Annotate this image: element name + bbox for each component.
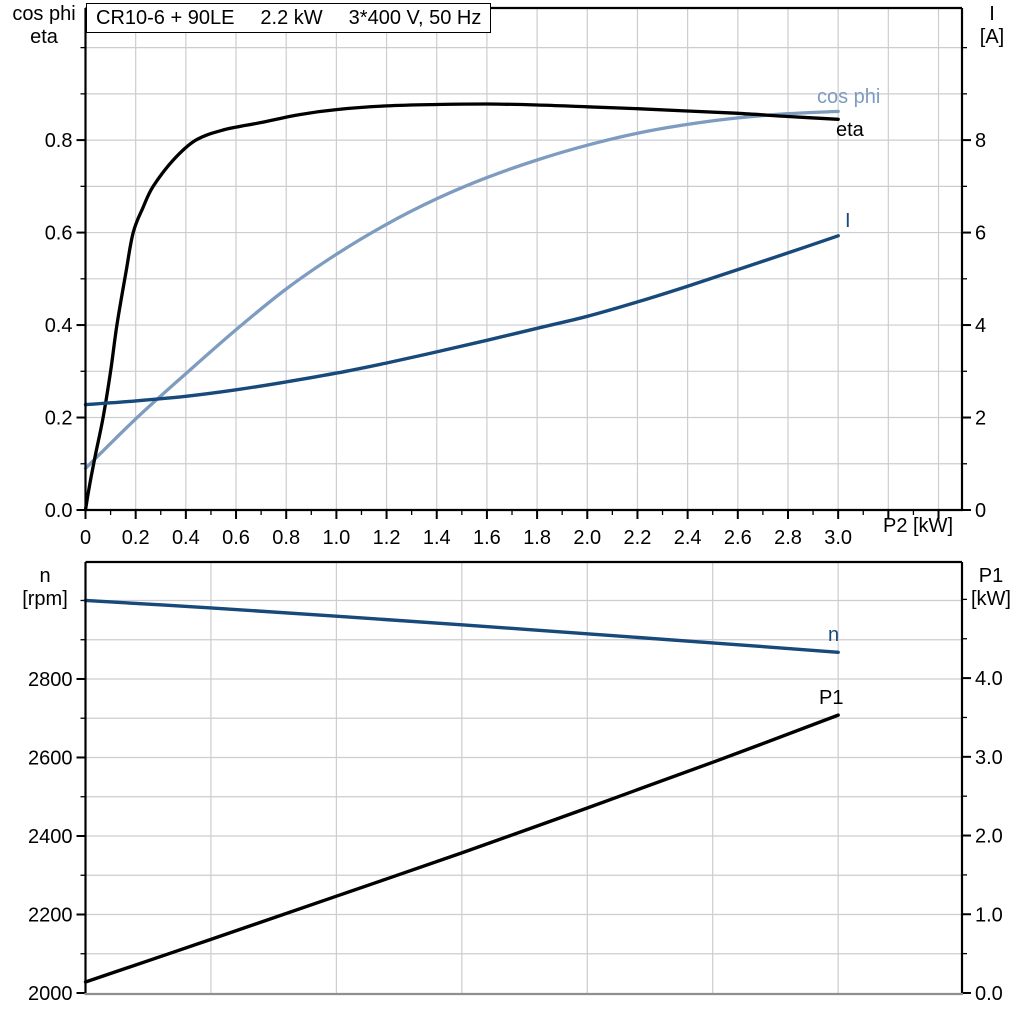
svg-text:3.0: 3.0 (975, 747, 1003, 769)
I-curve (83, 234, 840, 407)
gridlines (85, 8, 962, 510)
axis-label-current: I [A] (962, 3, 1022, 49)
chart-title-box: CR10-6 + 90LE 2.2 kW 3*400 V, 50 Hz (86, 3, 492, 33)
title-model: CR10-6 + 90LE (96, 6, 235, 29)
svg-text:2800: 2800 (28, 669, 73, 691)
axis-label-p2: P2 [kW] (882, 515, 953, 537)
yleft2-label-line2: [rpm] (22, 588, 68, 610)
svg-text:2: 2 (975, 408, 986, 430)
svg-text:1.4: 1.4 (423, 527, 451, 549)
svg-text:2.0: 2.0 (975, 826, 1003, 848)
svg-text:0.2: 0.2 (45, 408, 73, 430)
curve-label-cosphi: cos phi (817, 86, 881, 108)
svg-text:0: 0 (975, 500, 986, 522)
panel-2: 2000 2200 2400 2600 2800 0.0 1.0 2.0 3.0 4.0 (28, 560, 1003, 1005)
svg-text:0.8: 0.8 (272, 527, 300, 549)
title-power: 2.2 kW (260, 6, 323, 29)
plot-frame (84, 6, 964, 512)
y_right-ticks: 0.0 1.0 2.0 3.0 4.0 (962, 598, 1003, 1005)
svg-text:0.2: 0.2 (122, 527, 150, 549)
curve-label-current: I (845, 210, 851, 232)
eta-curve (83, 102, 840, 512)
cos-phi-curve (83, 109, 840, 471)
svg-text:1.6: 1.6 (473, 527, 501, 549)
panel-1: 0.0 0.2 0.4 0.6 0.8 0 2 4 6 8 0 0.2 0.4 0.6 0.8 1.0 1.2 1… (45, 6, 986, 549)
svg-text:2.4: 2.4 (674, 527, 702, 549)
svg-text:0: 0 (80, 527, 91, 549)
svg-text:4.0: 4.0 (975, 668, 1003, 690)
P1-curve (83, 713, 840, 984)
y_right-ticks: 0 2 4 6 8 (962, 46, 986, 522)
svg-text:0.6: 0.6 (45, 223, 73, 245)
svg-text:6: 6 (975, 223, 986, 245)
svg-text:0.6: 0.6 (222, 527, 250, 549)
svg-text:2400: 2400 (28, 826, 73, 848)
svg-text:1.8: 1.8 (523, 527, 551, 549)
yleft-label-line2: eta (30, 26, 58, 48)
gridlines (85, 562, 962, 994)
x-ticks: 0 0.2 0.4 0.6 0.8 1.0 1.2 1.4 1.6 1.8 2.0 2.2 2.4 2.6… (80, 510, 940, 549)
yright-label-line1: I (989, 3, 995, 25)
svg-text:0.0: 0.0 (45, 500, 73, 522)
title-voltage: 3*400 V, 50 Hz (348, 6, 482, 29)
n-curve (83, 598, 840, 654)
yleft2-label-line1: n (39, 565, 51, 587)
svg-text:2600: 2600 (28, 747, 73, 769)
yleft-label-line1: cos phi (12, 3, 76, 25)
curve-label-p1: P1 (819, 687, 844, 709)
axis-label-cosphi-eta: cos phi eta (0, 3, 88, 49)
svg-text:2200: 2200 (28, 904, 73, 926)
svg-text:0.4: 0.4 (172, 527, 200, 549)
svg-text:2.0: 2.0 (573, 527, 601, 549)
svg-text:1.0: 1.0 (322, 527, 350, 549)
svg-text:4: 4 (975, 315, 986, 337)
svg-text:2.8: 2.8 (774, 527, 802, 549)
svg-text:0.8: 0.8 (45, 130, 73, 152)
yright-label-line2: [A] (979, 26, 1005, 48)
svg-text:2000: 2000 (28, 983, 73, 1005)
y_left-ticks: 2000 2200 2400 2600 2800 (28, 599, 86, 1005)
svg-text:0.0: 0.0 (975, 983, 1003, 1005)
yright2-label-line1: P1 (978, 565, 1004, 587)
y_left-ticks: 0.0 0.2 0.4 0.6 0.8 (45, 46, 86, 522)
svg-text:1.2: 1.2 (373, 527, 401, 549)
yright2-label-line2: [kW] (971, 588, 1011, 610)
svg-text:2.2: 2.2 (624, 527, 652, 549)
curve-label-eta: eta (836, 119, 864, 141)
svg-text:2.6: 2.6 (724, 527, 752, 549)
axis-label-p1: P1 [kW] (960, 565, 1022, 611)
svg-text:1.0: 1.0 (975, 904, 1003, 926)
svg-text:8: 8 (975, 130, 986, 152)
svg-text:3.0: 3.0 (824, 527, 852, 549)
curve-label-speed: n (828, 624, 840, 646)
svg-text:0.4: 0.4 (45, 315, 73, 337)
axis-label-speed: n [rpm] (0, 565, 90, 611)
plot-frame (84, 560, 964, 996)
